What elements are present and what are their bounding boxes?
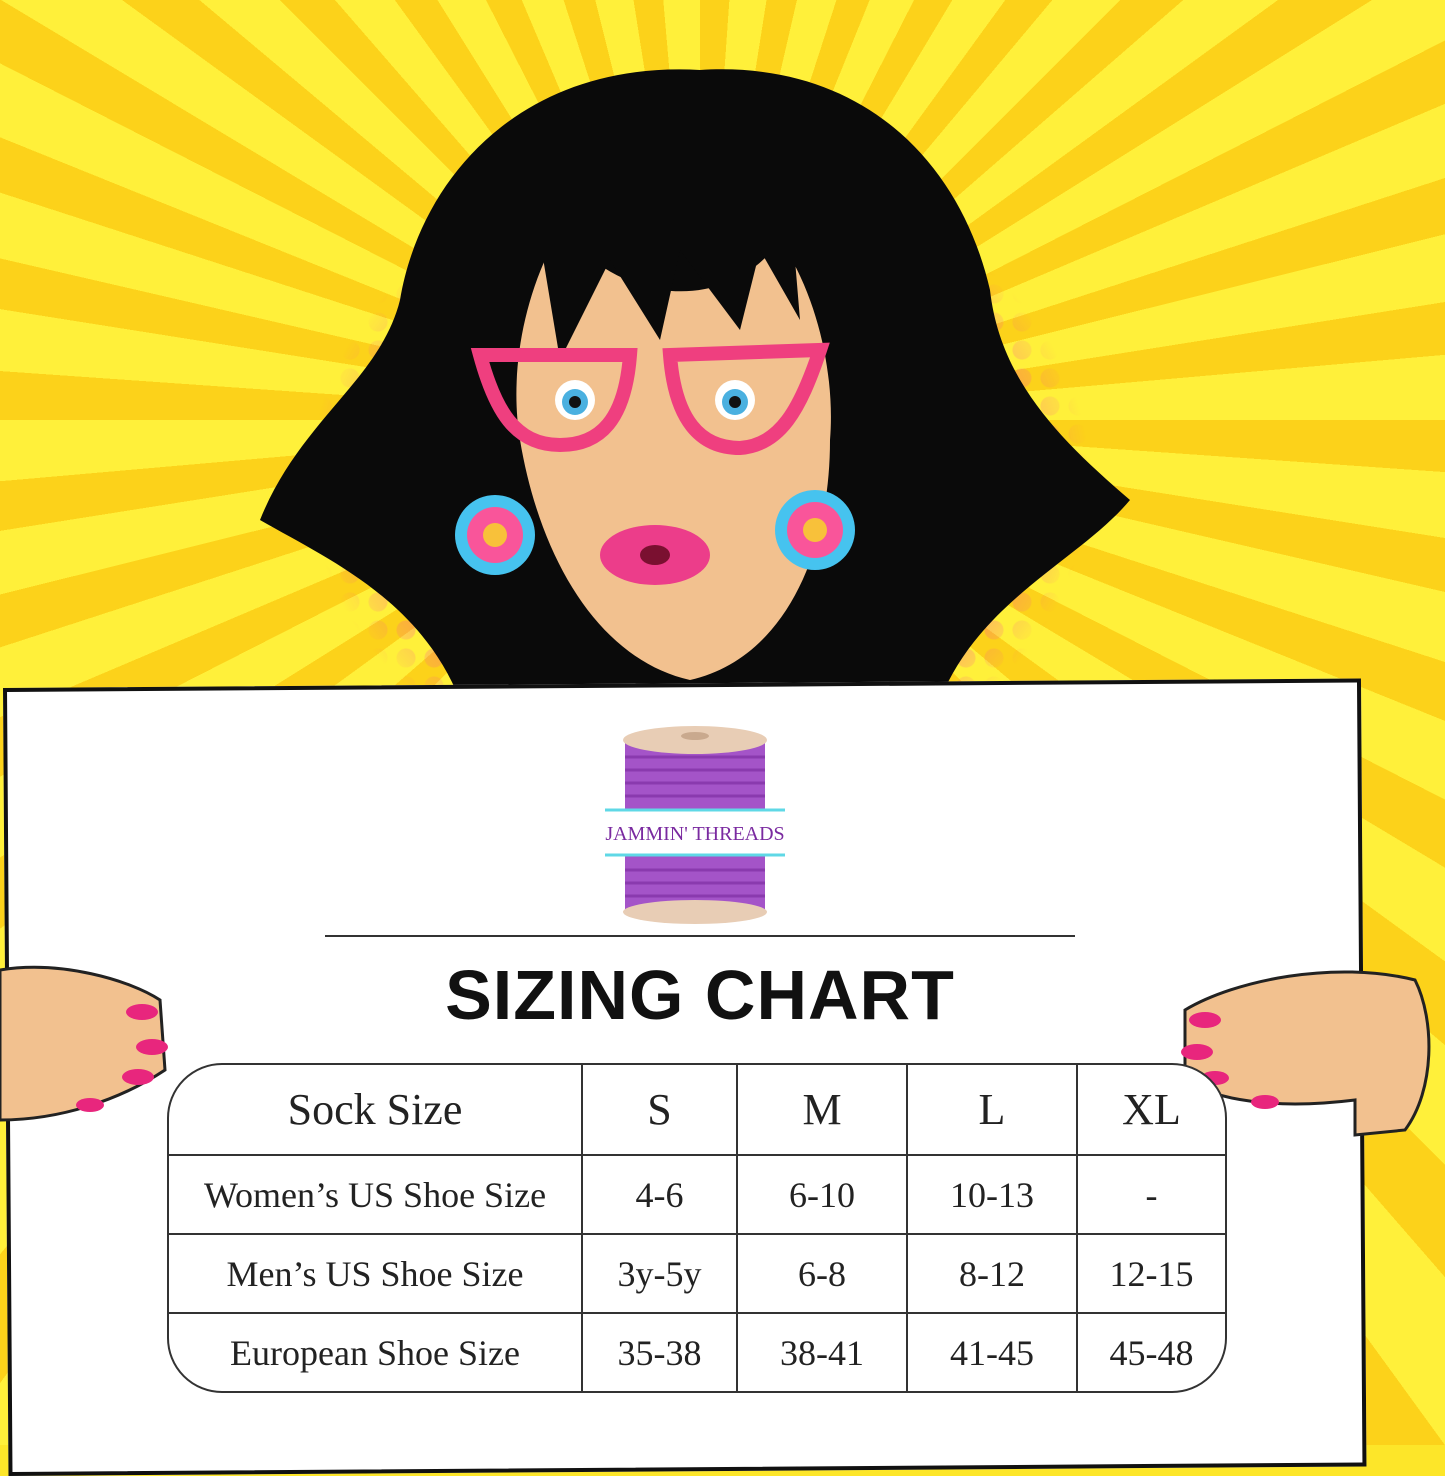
header-cell: M (736, 1065, 908, 1156)
left-hand (0, 965, 168, 1122)
page-title: SIZING CHART (445, 956, 955, 1034)
table-row: Women’s US Shoe Size 4-6 6-10 10-13 - (169, 1153, 1225, 1236)
table-cell: 35-38 (581, 1312, 738, 1391)
table-cell: 6-10 (736, 1153, 908, 1236)
table-cell: 10-13 (906, 1153, 1078, 1236)
divider-line (325, 935, 1075, 937)
pop-art-woman-illustration (260, 69, 1130, 720)
table-row: European Shoe Size 35-38 38-41 41-45 45-… (169, 1312, 1225, 1391)
logo-text: JAMMIN' THREADS (605, 823, 784, 845)
table-cell: 45-48 (1076, 1312, 1225, 1391)
header-cell: XL (1076, 1065, 1225, 1156)
header-cell: S (581, 1065, 738, 1156)
row-label: European Shoe Size (169, 1312, 583, 1391)
table-header-row: Sock Size S M L XL (169, 1065, 1225, 1156)
header-cell: L (906, 1065, 1078, 1156)
table-cell: 41-45 (906, 1312, 1078, 1391)
table-cell: 38-41 (736, 1312, 908, 1391)
jammin-threads-logo: JAMMIN' THREADS (605, 726, 785, 924)
sizing-table: Sock Size S M L XL Women’s US Shoe Size … (167, 1063, 1227, 1393)
table-cell: 3y-5y (581, 1233, 738, 1315)
table-cell: 8-12 (906, 1233, 1078, 1315)
row-label: Women’s US Shoe Size (169, 1153, 583, 1236)
table-cell: 6-8 (736, 1233, 908, 1315)
table-cell: - (1076, 1153, 1225, 1236)
row-label: Men’s US Shoe Size (169, 1233, 583, 1315)
table-cell: 12-15 (1076, 1233, 1225, 1315)
right-hand (1181, 970, 1431, 1137)
table-cell: 4-6 (581, 1153, 738, 1236)
table-row: Men’s US Shoe Size 3y-5y 6-8 8-12 12-15 (169, 1233, 1225, 1315)
header-cell: Sock Size (169, 1065, 583, 1156)
